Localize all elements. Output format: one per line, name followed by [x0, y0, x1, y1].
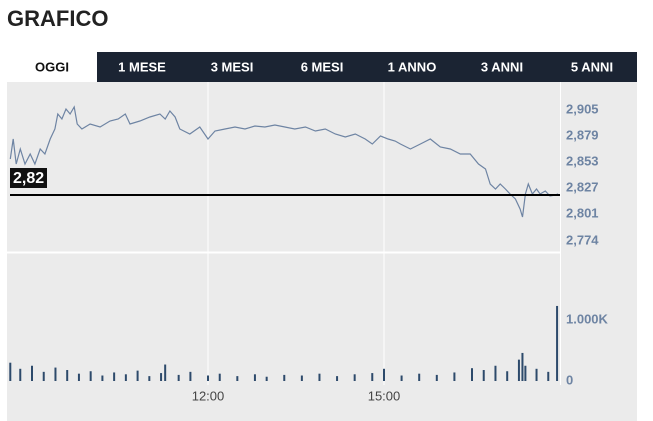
- volume-bar: [283, 374, 286, 381]
- volume-bar: [494, 365, 497, 381]
- volume-bar: [353, 374, 356, 381]
- volume-bar: [54, 367, 57, 381]
- volume-bar: [77, 373, 80, 381]
- volume-bar: [418, 373, 421, 381]
- y-tick-label: 2,905: [566, 101, 599, 116]
- volume-bar: [42, 371, 45, 381]
- x-tick-label: 15:00: [368, 388, 401, 403]
- tab-label[interactable]: 3 ANNI: [481, 59, 523, 74]
- volume-bar: [383, 368, 385, 381]
- last-price-label: 2,82: [13, 170, 44, 187]
- volume-bar: [400, 375, 403, 381]
- tab-label[interactable]: 1 ANNO: [388, 59, 437, 74]
- volume-bar: [471, 368, 473, 381]
- volume-bar: [89, 371, 92, 381]
- volume-bar: [19, 368, 22, 381]
- tab-label[interactable]: 5 ANNI: [571, 59, 613, 74]
- volume-bar: [265, 376, 268, 381]
- volume-bar: [148, 376, 151, 381]
- volume-bar: [124, 374, 127, 381]
- y-tick-label: 1.000K: [566, 311, 609, 326]
- y-tick-label: 2,879: [566, 127, 599, 142]
- volume-bar: [66, 370, 69, 381]
- volume-bar: [371, 373, 374, 381]
- volume-bar: [9, 362, 12, 381]
- volume-bar: [236, 376, 239, 381]
- volume-bar: [164, 364, 167, 381]
- volume-bar: [435, 374, 438, 381]
- volume-bar: [177, 374, 180, 381]
- volume-bar: [189, 371, 192, 381]
- volume-bar: [318, 373, 321, 381]
- y-tick-label: 2,827: [566, 179, 599, 194]
- last-price-box: [10, 168, 47, 188]
- volume-bar: [517, 359, 520, 381]
- volume-bar: [136, 370, 139, 381]
- volume-bar: [31, 365, 33, 381]
- volume-bar: [160, 373, 163, 381]
- volume-bar: [556, 305, 559, 381]
- volume-bar: [535, 368, 538, 381]
- tab-bar: [7, 52, 637, 82]
- volume-bar: [300, 375, 303, 381]
- price-line: [9, 105, 559, 218]
- tab-label[interactable]: OGGI: [35, 59, 69, 74]
- volume-bar: [453, 372, 456, 381]
- y-tick-label: 0: [566, 372, 573, 387]
- volume-bar: [482, 370, 485, 381]
- volume-bar: [547, 371, 550, 381]
- tab-label[interactable]: 3 MESI: [211, 59, 254, 74]
- volume-bar: [336, 376, 339, 381]
- x-tick-label: 12:00: [192, 388, 225, 403]
- volume-bar: [253, 374, 256, 381]
- volume-bar: [524, 365, 527, 381]
- tab-label[interactable]: 1 MESE: [118, 59, 166, 74]
- volume-bar: [101, 375, 104, 381]
- volume-bar: [506, 371, 509, 381]
- volume-bar: [521, 352, 524, 381]
- volume-bar: [218, 373, 221, 381]
- y-tick-label: 2,774: [566, 232, 599, 247]
- volume-bar: [113, 372, 116, 381]
- volume-bar: [207, 375, 209, 381]
- title: GRAFICO: [7, 6, 108, 31]
- active-tab: [7, 52, 97, 82]
- y-tick-label: 2,853: [566, 153, 599, 168]
- y-tick-label: 2,801: [566, 205, 599, 220]
- tab-label[interactable]: 6 MESI: [301, 59, 344, 74]
